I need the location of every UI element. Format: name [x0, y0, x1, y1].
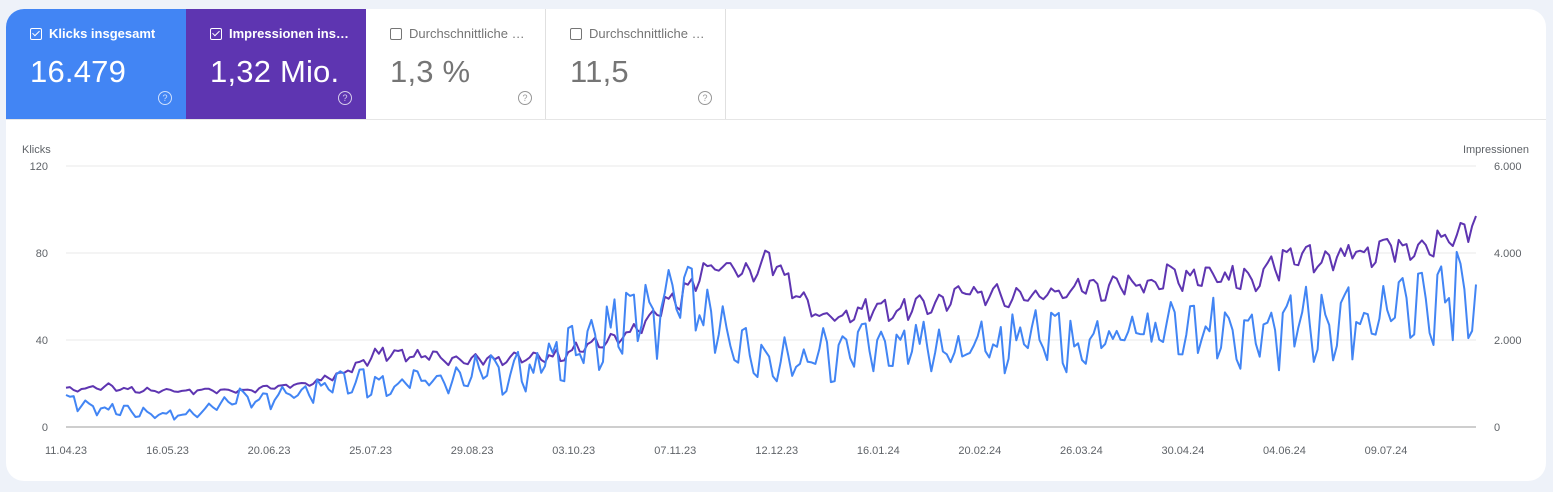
x-tick-label: 30.04.24 [1162, 445, 1205, 457]
metric-label: Durchschnittliche … [409, 26, 525, 41]
y-axis-right-title: Impressionen [1463, 144, 1529, 156]
checkbox-unchecked-icon[interactable] [390, 27, 402, 40]
metric-selector: Klicks insgesamt 16.479 ? Impressionen i… [6, 9, 726, 119]
series-line-clicks [65, 250, 1477, 421]
x-tick-label: 03.10.23 [552, 445, 595, 457]
metric-value: 11,5 [570, 54, 629, 89]
performance-card: Klicks insgesamt 16.479 ? Impressionen i… [6, 9, 1546, 481]
y-left-tick-label: 120 [30, 161, 48, 173]
y-left-tick-label: 0 [42, 422, 48, 434]
metric-value: 16.479 [30, 54, 127, 89]
x-tick-label: 04.06.24 [1263, 445, 1306, 457]
checkbox-checked-icon[interactable] [30, 27, 42, 40]
help-icon[interactable]: ? [518, 91, 532, 105]
divider [6, 119, 1546, 120]
y-left-tick-label: 80 [36, 248, 48, 260]
y-right-tick-label: 2.000 [1494, 335, 1522, 347]
metric-label: Durchschnittliche … [589, 26, 705, 41]
metric-label: Klicks insgesamt [49, 26, 156, 41]
x-tick-label: 09.07.24 [1365, 445, 1408, 457]
metric-value: 1,3 % [390, 54, 471, 89]
y-axis-left-title: Klicks [22, 144, 51, 156]
y-right-tick-label: 6.000 [1494, 161, 1522, 173]
x-tick-label: 07.11.23 [654, 445, 696, 457]
y-left-tick-label: 40 [36, 335, 48, 347]
help-icon[interactable]: ? [338, 91, 352, 105]
help-icon[interactable]: ? [158, 91, 172, 105]
help-icon[interactable]: ? [698, 91, 712, 105]
metric-total-impressions[interactable]: Impressionen ins… 1,32 Mio. ? [186, 9, 366, 119]
checkbox-checked-icon[interactable] [210, 27, 222, 40]
x-tick-label: 20.06.23 [248, 445, 291, 457]
checkbox-unchecked-icon[interactable] [570, 27, 582, 40]
metric-label: Impressionen ins… [229, 26, 349, 41]
x-tick-label: 12.12.23 [755, 445, 798, 457]
y-right-tick-label: 4.000 [1494, 248, 1522, 260]
y-right-tick-label: 0 [1494, 422, 1500, 434]
x-tick-label: 29.08.23 [451, 445, 494, 457]
x-tick-label: 16.01.24 [857, 445, 900, 457]
x-tick-label: 16.05.23 [146, 445, 189, 457]
performance-chart: Klicks Impressionen 0 0 40 2.000 80 4.000 120 6… [22, 144, 1529, 457]
series-line-impressions [65, 215, 1477, 396]
metric-average-position[interactable]: Durchschnittliche … 11,5 ? [546, 9, 726, 119]
x-tick-label: 20.02.24 [958, 445, 1001, 457]
metric-value: 1,32 Mio. [210, 54, 340, 89]
metric-average-ctr[interactable]: Durchschnittliche … 1,3 % ? [366, 9, 546, 119]
x-tick-label: 25.07.23 [349, 445, 392, 457]
x-tick-label: 26.03.24 [1060, 445, 1103, 457]
metric-total-clicks[interactable]: Klicks insgesamt 16.479 ? [6, 9, 186, 119]
x-tick-label: 11.04.23 [45, 445, 87, 457]
